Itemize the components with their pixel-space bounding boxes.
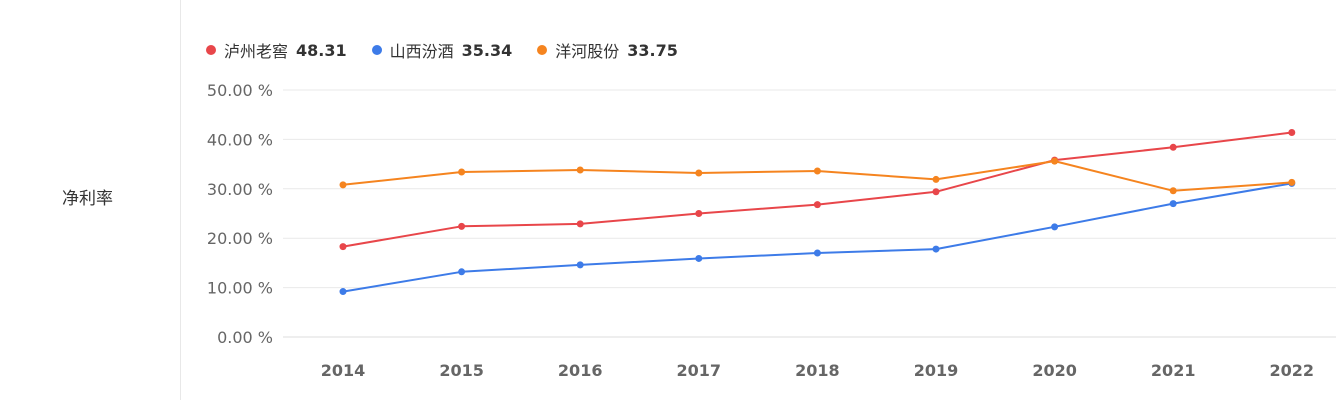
legend-label: 山西汾酒	[389, 42, 454, 61]
legend-value: 33.75	[627, 40, 678, 60]
data-point	[1051, 223, 1059, 231]
y-tick-label: 20.00 %	[207, 229, 273, 248]
data-point	[1169, 200, 1177, 208]
x-tick-label: 2018	[795, 361, 840, 380]
legend-item-shanxi[interactable]: 山西汾酒 35.34	[371, 38, 513, 62]
data-point	[1169, 143, 1177, 151]
x-tick-label: 2021	[1151, 361, 1196, 380]
chart-legend: 泸州老窖 48.31 山西汾酒 35.34 洋河股份 33.75	[206, 38, 703, 62]
data-point	[1288, 178, 1296, 186]
data-point	[813, 167, 821, 175]
legend-item-yanghe[interactable]: 洋河股份 33.75	[537, 38, 678, 62]
x-tick-label: 2015	[439, 361, 484, 380]
data-point	[458, 222, 466, 230]
x-tick-label: 2017	[677, 361, 722, 380]
y-tick-label: 0.00 %	[217, 328, 273, 347]
series-line-1	[342, 182, 1292, 293]
legend-item-luzhou[interactable]: 泸州老窖 48.31	[206, 38, 347, 62]
x-tick-label: 2016	[558, 361, 603, 380]
row-label: 净利率	[62, 189, 113, 209]
y-tick-label: 40.00 %	[207, 130, 273, 149]
data-point	[1288, 128, 1296, 136]
legend-label: 泸州老窖	[224, 42, 289, 61]
data-point	[458, 268, 466, 276]
series-line-0	[342, 131, 1292, 248]
y-tick-label: 30.00 %	[207, 180, 273, 199]
data-point	[576, 220, 584, 228]
y-tick-label: 50.00 %	[207, 81, 273, 100]
row-label-cell: 净利率	[0, 0, 181, 400]
data-point	[932, 245, 940, 253]
legend-marker-icon	[537, 45, 548, 55]
x-tick-label: 2022	[1270, 361, 1315, 380]
data-point	[576, 261, 584, 269]
legend-label: 洋河股份	[555, 42, 620, 61]
data-point	[1169, 187, 1177, 195]
data-point	[695, 210, 703, 217]
legend-value: 48.31	[296, 40, 347, 60]
data-point	[813, 201, 821, 209]
data-point	[339, 243, 347, 251]
data-point	[932, 188, 940, 196]
data-point	[339, 288, 347, 296]
x-tick-label: 2019	[914, 361, 959, 380]
data-point	[932, 175, 940, 183]
data-point	[813, 249, 821, 257]
data-point	[576, 166, 584, 174]
y-tick-label: 10.00 %	[207, 279, 273, 298]
legend-value: 35.34	[461, 40, 513, 60]
data-point	[339, 181, 347, 189]
x-tick-label: 2020	[1032, 361, 1077, 380]
x-tick-label: 2014	[321, 361, 366, 380]
legend-marker-icon	[206, 45, 216, 55]
data-point	[695, 254, 703, 262]
series-line-2	[342, 160, 1292, 192]
legend-marker-icon	[371, 45, 382, 55]
data-point	[695, 169, 703, 177]
data-point	[458, 168, 466, 176]
data-point	[1051, 157, 1059, 165]
